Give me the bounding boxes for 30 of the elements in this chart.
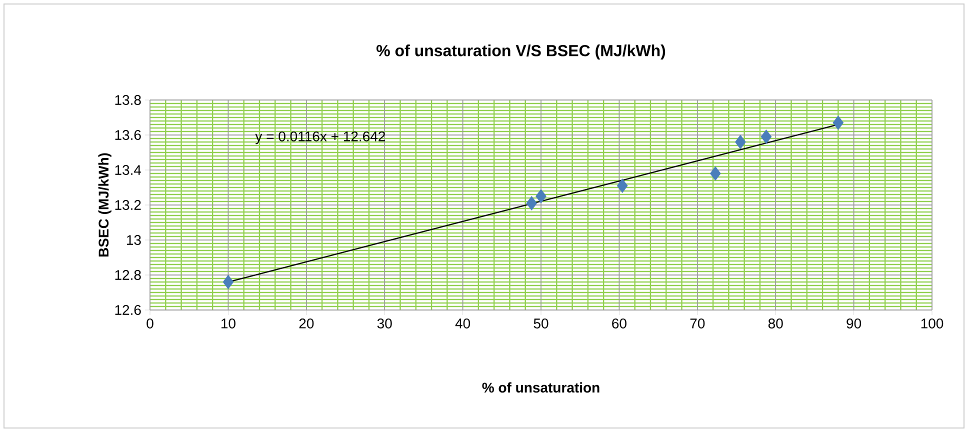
- y-axis-title: BSEC (MJ/kWh): [98, 153, 112, 257]
- y-tick-label: 12.6: [115, 305, 141, 315]
- point: [616, 178, 628, 193]
- x-tick-label: 60: [612, 318, 626, 328]
- y-tick-label: 13.8: [115, 95, 141, 105]
- x-tick-label: 80: [768, 318, 783, 328]
- point: [832, 116, 844, 130]
- x-tick-label: 30: [377, 318, 392, 328]
- x-axis-title: % of unsaturation: [482, 382, 600, 393]
- y-tick-label: 13: [126, 235, 141, 245]
- y-tick-label: 13.6: [115, 130, 141, 140]
- y-tick-label: 13.2: [115, 200, 141, 210]
- point: [536, 189, 546, 204]
- point: [734, 134, 746, 150]
- x-tick-label: 50: [534, 318, 548, 328]
- x-tick-label: 10: [221, 318, 236, 328]
- x-tick-label: 90: [846, 318, 862, 328]
- point: [526, 196, 538, 210]
- y-tick-label: 13.4: [115, 165, 142, 175]
- x-tick-label: 20: [299, 318, 314, 328]
- point: [710, 166, 721, 181]
- annotation: y = 0.0116x + 12.642: [255, 131, 385, 144]
- x-tick-label: 40: [455, 318, 470, 328]
- point: [760, 130, 772, 144]
- x-tick-label: 0: [146, 318, 154, 328]
- chart-title: % of unsaturation V/S BSEC (MJ/kWh): [376, 44, 666, 60]
- point: [222, 274, 234, 290]
- x-tick-label: 70: [690, 318, 705, 328]
- x-tick-label: 100: [921, 318, 944, 328]
- y-tick-label: 12.8: [115, 270, 141, 280]
